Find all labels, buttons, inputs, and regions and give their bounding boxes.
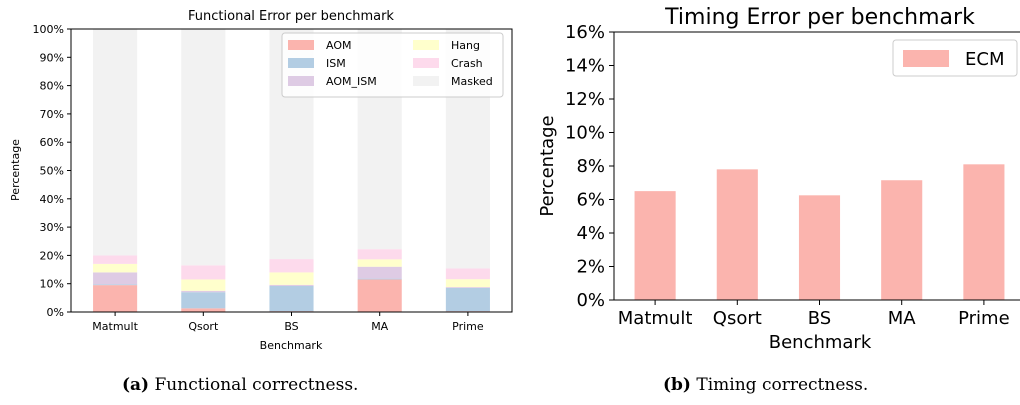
bar-bs-crash: [269, 259, 314, 273]
y-tick-label: 90%: [40, 51, 64, 64]
bar-prime-hang: [445, 279, 490, 288]
functional-error-chart: Functional Error per benchmark 0% 10% 20% 3…: [9, 9, 513, 352]
y-tick-label: 80%: [40, 80, 64, 93]
bar-ma-hang: [357, 259, 402, 267]
bar-bs-ecm: [798, 195, 841, 300]
legend-swatch-masked: [413, 76, 439, 86]
caption-a-text: Functional correctness.: [154, 375, 359, 395]
bar-matmult-hang: [93, 263, 138, 273]
bar-bs-aom-ism: [269, 284, 314, 286]
bar-bs-hang: [269, 272, 314, 285]
x-tick-label: BS: [808, 308, 831, 329]
y-tick-label: 0%: [576, 290, 605, 311]
bar-ma-ism: [357, 278, 402, 280]
caption-b: (b) Timing correctness.: [663, 375, 868, 395]
bar-qsort-masked: [181, 29, 226, 266]
y-tick-label: 50%: [40, 165, 64, 178]
legend-label-ecm: ECM: [965, 49, 1004, 70]
bar-matmult-masked: [93, 29, 138, 256]
bar-matmult-ism: [93, 284, 138, 286]
legend-label-aom: AOM: [326, 39, 351, 52]
bar-prime-crash: [445, 268, 490, 280]
bar-ma-aom-ism: [357, 266, 402, 279]
chart-a-x-axis-label: Benchmark: [260, 339, 323, 352]
y-tick-label: 100%: [33, 23, 64, 36]
chart-a-y-axis-label: Percentage: [9, 139, 22, 201]
bar-ma-ecm: [881, 180, 923, 300]
bar-bs-ism: [269, 285, 314, 312]
bar-matmult-ecm: [634, 191, 676, 300]
bar-qsort-ecm: [716, 169, 758, 300]
y-tick-label: 16%: [565, 22, 605, 43]
chart-a-x-ticks: Matmult Qsort BS MA Prime: [92, 312, 484, 333]
chart-b-x-ticks: Matmult Qsort BS MA Prime: [618, 300, 1010, 329]
legend-label-masked: Masked: [451, 75, 493, 88]
bar-prime-ecm: [963, 164, 1005, 300]
bar-prime-ism: [445, 287, 490, 312]
chart-b-title: Timing Error per benchmark: [664, 5, 975, 30]
y-tick-label: 60%: [40, 136, 64, 149]
x-tick-label: MA: [888, 308, 917, 329]
chart-a-legend-frame: [281, 32, 504, 98]
x-tick-label: Matmult: [92, 320, 138, 333]
legend-label-hang: Hang: [451, 39, 480, 52]
bar-matmult-aom-ism: [93, 272, 138, 285]
legend-swatch-aom: [288, 40, 314, 50]
y-tick-label: 10%: [40, 278, 64, 291]
timing-error-chart: Timing Error per benchmark 0% 2% 4% 6% 8% 10%…: [537, 5, 1020, 353]
legend-swatch-aom-ism: [288, 76, 314, 86]
y-tick-label: 6%: [576, 190, 605, 211]
legend-label-crash: Crash: [451, 57, 483, 70]
chart-b-y-ticks: 0% 2% 4% 6% 8% 10% 12% 14% 16%: [565, 22, 614, 311]
x-tick-label: Qsort: [188, 320, 219, 333]
y-tick-label: 40%: [40, 193, 64, 206]
bar-qsort-aom-ism: [181, 290, 226, 293]
y-tick-label: 2%: [576, 257, 605, 278]
x-tick-label: BS: [284, 320, 298, 333]
y-tick-label: 70%: [40, 108, 64, 121]
y-tick-label: 10%: [565, 123, 605, 144]
bar-ma-crash: [357, 249, 402, 260]
y-tick-label: 12%: [565, 89, 605, 110]
chart-a-y-ticks: 0% 10% 20% 30% 40% 50% 60% 70% 80% 90% 100%: [33, 23, 71, 319]
legend-swatch-ism: [288, 58, 314, 68]
legend-swatch-crash: [413, 58, 439, 68]
chart-b-bars: [634, 164, 1005, 300]
x-tick-label: Prime: [958, 308, 1010, 329]
legend-swatch-ecm: [903, 50, 949, 67]
bar-qsort-aom: [181, 308, 226, 312]
bar-matmult-crash: [93, 255, 138, 264]
bar-qsort-hang: [181, 279, 226, 291]
legend-label-ism: ISM: [326, 57, 346, 70]
bar-qsort-crash: [181, 265, 226, 280]
y-tick-label: 30%: [40, 221, 64, 234]
y-tick-label: 8%: [576, 156, 605, 177]
caption-a: (a) Functional correctness.: [122, 375, 358, 395]
y-tick-label: 20%: [40, 249, 64, 262]
legend-label-aom-ism: AOM_ISM: [326, 75, 377, 88]
y-tick-label: 0%: [47, 306, 64, 319]
y-tick-label: 4%: [576, 223, 605, 244]
chart-b-y-axis-label: Percentage: [537, 115, 558, 216]
chart-b-legend: ECM: [892, 39, 1018, 77]
bar-prime-aom-ism: [445, 287, 490, 288]
chart-b-x-axis-label: Benchmark: [769, 332, 872, 353]
bar-ma-aom: [357, 279, 402, 312]
caption-b-label: (b): [663, 375, 691, 395]
bar-qsort-ism: [181, 292, 226, 309]
caption-a-label: (a): [122, 375, 150, 395]
caption-b-text: Timing correctness.: [696, 375, 869, 395]
legend-swatch-hang: [413, 40, 439, 50]
x-tick-label: Matmult: [618, 308, 693, 329]
x-tick-label: MA: [371, 320, 388, 333]
x-tick-label: Qsort: [713, 308, 762, 329]
x-tick-label: Prime: [452, 320, 484, 333]
chart-a-legend: AOM ISM AOM_ISM Hang Crash Masked: [281, 32, 504, 98]
bar-matmult-aom: [93, 285, 138, 312]
y-tick-label: 14%: [565, 56, 605, 77]
chart-a-title: Functional Error per benchmark: [188, 9, 394, 24]
